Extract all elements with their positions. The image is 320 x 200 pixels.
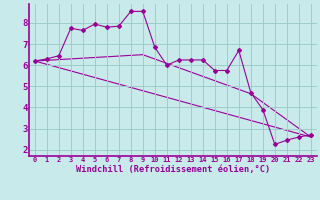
X-axis label: Windchill (Refroidissement éolien,°C): Windchill (Refroidissement éolien,°C) bbox=[76, 165, 270, 174]
